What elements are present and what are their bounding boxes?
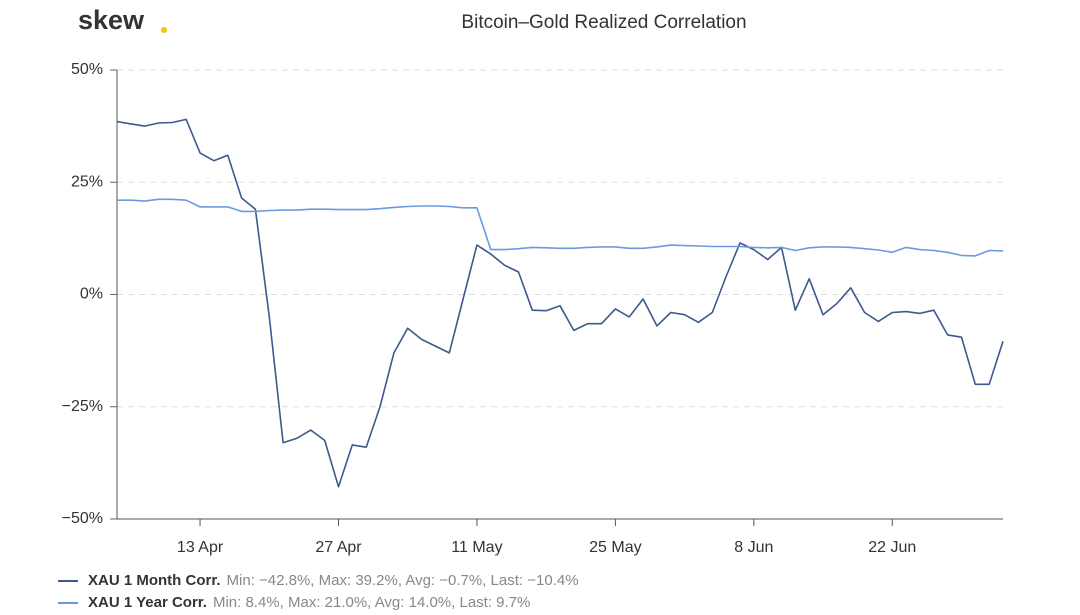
y-tick-label: −50% [62,510,103,527]
series-line [117,198,1004,257]
x-tick-label: 8 Jun [734,539,773,556]
x-tick-label: 22 Jun [868,539,916,556]
logo-dot [161,27,167,33]
legend-name: XAU 1 Year Corr. [88,594,207,611]
x-tick-label: 13 Apr [177,539,224,556]
legend-name: XAU 1 Month Corr. [88,572,221,589]
x-tick-label: 25 May [589,539,641,556]
logo: skew [78,5,145,35]
y-tick-label: 50% [71,61,103,78]
legend-entry: XAU 1 Year Corr. Min: 8.4%, Max: 21.0%, A… [88,594,530,611]
legend-stats: Min: −42.8%, Max: 39.2%, Avg: −0.7%, Las… [227,572,579,589]
y-tick-label: 25% [71,173,103,190]
legend-entry: XAU 1 Month Corr. Min: −42.8%, Max: 39.2%… [88,572,579,589]
y-tick-label: 0% [80,286,103,303]
legend-stats: Min: 8.4%, Max: 21.0%, Avg: 14.0%, Last:… [213,594,530,611]
chart-title: Bitcoin–Gold Realized Correlation [461,12,746,33]
x-tick-label: 27 Apr [315,539,362,556]
x-tick-label: 11 May [451,539,502,556]
series-line [116,118,1004,488]
y-tick-label: −25% [62,398,103,415]
